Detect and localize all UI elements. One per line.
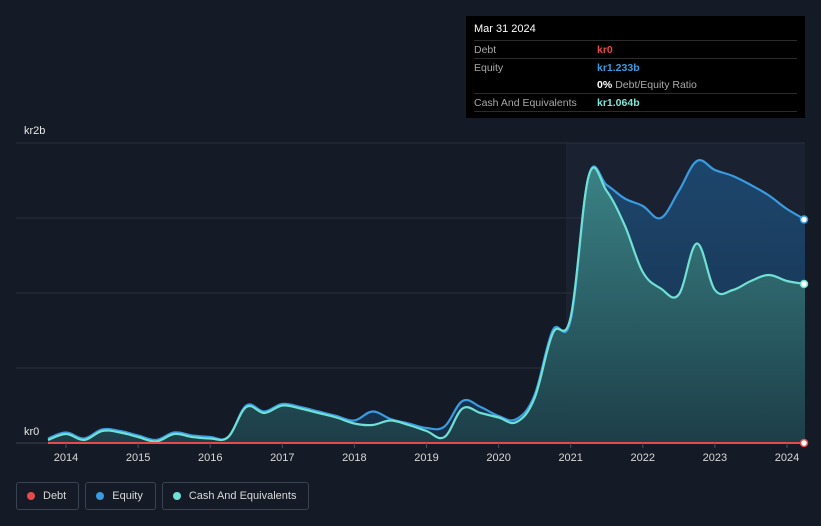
legend-equity[interactable]: Equity <box>85 482 156 510</box>
tooltip-debt-value: kr0 <box>597 43 613 56</box>
tooltip-row-debt: Debt kr0 <box>474 40 797 58</box>
legend-cash-label: Cash And Equivalents <box>188 490 297 502</box>
debt-endpoint <box>799 438 809 448</box>
equity-line <box>47 159 806 442</box>
tooltip-equity-value: kr1.233b <box>597 61 640 74</box>
tooltip-cash-value: kr1.064b <box>597 96 640 109</box>
legend-equity-label: Equity <box>112 490 143 502</box>
series-areas <box>48 160 805 444</box>
x-tick-label-2023: 2023 <box>703 452 727 464</box>
x-tick-label-2014: 2014 <box>54 452 78 464</box>
tooltip-cash-label: Cash And Equivalents <box>474 96 577 109</box>
legend-debt-label: Debt <box>43 490 67 502</box>
tooltip-date: Mar 31 2024 <box>474 23 536 35</box>
legend-debt[interactable]: Debt <box>16 482 80 510</box>
x-axis: 2014 2015 2016 2017 2018 2019 2020 2021 2022 2023… <box>54 443 799 464</box>
tooltip-ratio-label: Debt/Equity Ratio <box>615 78 697 91</box>
tooltip-row-ratio: 0% Debt/Equity Ratio <box>474 76 797 93</box>
cash-area <box>48 167 805 444</box>
series-endpoints <box>799 215 809 448</box>
series-lines <box>47 159 806 444</box>
x-tick-label-2015: 2015 <box>126 452 150 464</box>
cash-endpoint <box>799 279 809 289</box>
y-tick-bottom: kr0 <box>24 426 40 438</box>
legend-cash-dot-icon <box>172 492 181 500</box>
tooltip-debt-label: Debt <box>474 43 497 56</box>
legend-equity-dot-icon <box>96 492 105 500</box>
tooltip-row-equity: Equity kr1.233b <box>474 58 797 76</box>
tooltip-equity-label: Equity <box>474 61 504 74</box>
x-tick-label-2018: 2018 <box>342 452 366 464</box>
y-tick-top: kr2b <box>24 125 46 137</box>
x-tick-label-2021: 2021 <box>558 452 582 464</box>
chart-legend: Debt Equity Cash And Equivalents <box>16 482 310 510</box>
x-tick-label-2022: 2022 <box>631 452 655 464</box>
legend-cash[interactable]: Cash And Equivalents <box>161 482 310 510</box>
legend-debt-dot-icon <box>27 492 35 500</box>
x-tick-label-2017: 2017 <box>270 452 294 464</box>
x-tick-label-2016: 2016 <box>198 452 222 464</box>
tooltip-ratio-value: 0% <box>597 78 613 91</box>
tooltip-panel: Mar 31 2024 Debt kr0 Equity kr1.233b 0% … <box>466 16 805 118</box>
x-tick-label-2020: 2020 <box>486 452 510 464</box>
equity-endpoint <box>799 215 809 224</box>
x-tick-label-2019: 2019 <box>414 452 438 464</box>
cash-line <box>47 166 806 443</box>
x-tick-label-2024: 2024 <box>775 452 799 464</box>
tooltip-row-cash: Cash And Equivalents kr1.064b <box>474 93 797 112</box>
